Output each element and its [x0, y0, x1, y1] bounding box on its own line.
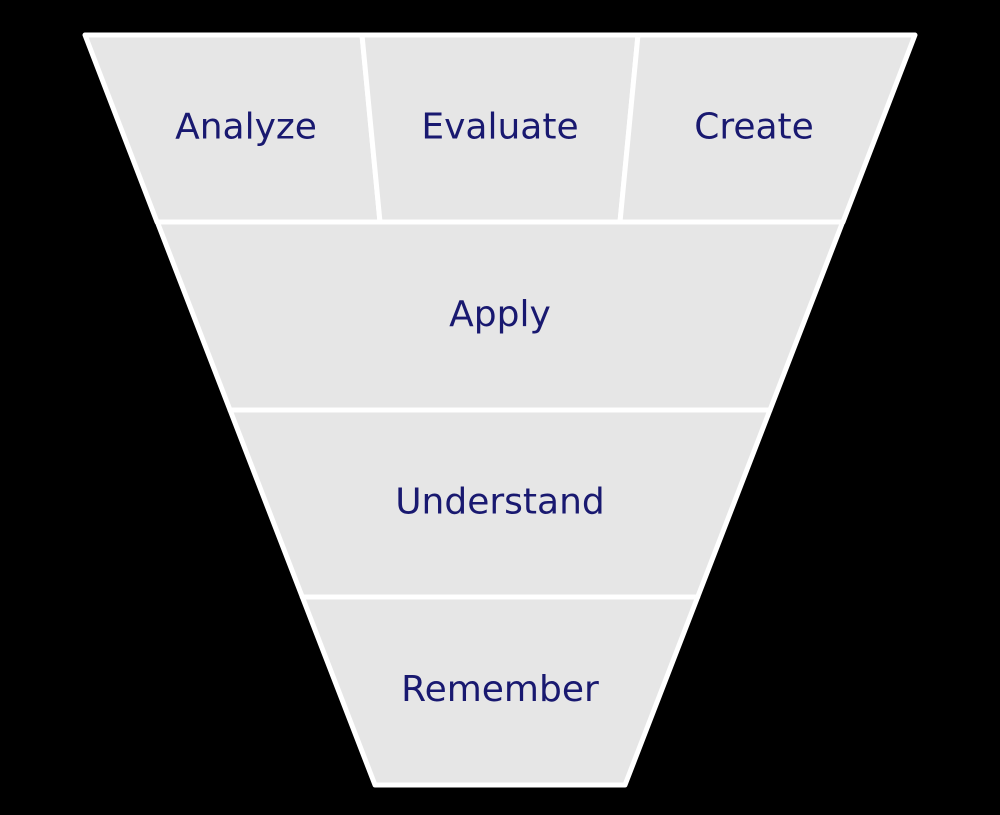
funnel-label-remember: Remember [401, 669, 599, 710]
funnel-label-understand: Understand [395, 482, 605, 523]
funnel-diagram: Analyze Evaluate Create Apply Understand Reme… [0, 0, 1000, 815]
funnel-label-apply: Apply [449, 294, 551, 335]
funnel-label-analyze: Analyze [175, 107, 317, 148]
funnel-label-create: Create [694, 107, 814, 148]
funnel-label-evaluate: Evaluate [421, 107, 578, 148]
